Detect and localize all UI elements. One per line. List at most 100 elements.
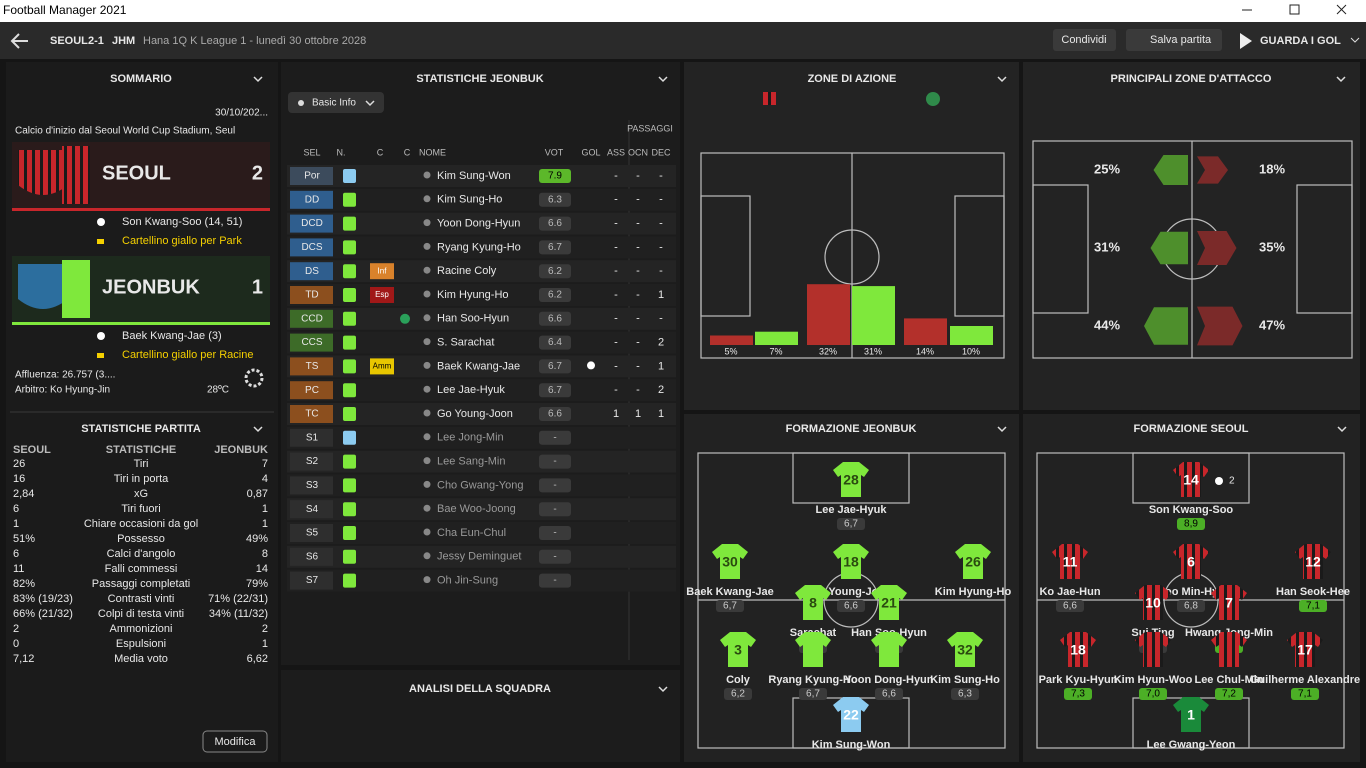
rating-badge [539, 502, 571, 517]
player-name: Go Young-Joon [437, 408, 513, 420]
rating-badge [539, 264, 571, 279]
zone-bar [852, 286, 895, 345]
stat-away: 34% (11/32) [209, 608, 268, 620]
attack-label: 25% [1094, 161, 1120, 176]
window-title: Football Manager 2021 [3, 3, 127, 17]
shirt-icon [343, 216, 356, 231]
shirt-number: 32 [957, 642, 973, 658]
column-header: C [404, 147, 411, 157]
player-shirt [1211, 632, 1247, 667]
stat-home: 16 [13, 473, 25, 485]
close-icon[interactable] [1336, 4, 1347, 15]
chevron[interactable] [1337, 426, 1347, 433]
row-bg [287, 426, 676, 449]
player-name: Ko Jae-Hun [1039, 586, 1100, 598]
column-header: GOL [581, 147, 600, 157]
back-button[interactable] [10, 33, 28, 49]
position-badge [290, 214, 333, 233]
position: S3 [306, 480, 319, 491]
edit-label[interactable]: Modifica [215, 736, 257, 748]
zone-label: 10% [962, 346, 980, 356]
shirt-icon [343, 526, 356, 540]
rating-badge [799, 688, 827, 700]
zone-label: 5% [724, 346, 737, 356]
attendance: Affluenza: 26.757 (3.... [15, 370, 115, 381]
player-rating: 7,0 [1146, 689, 1160, 700]
maximize-icon[interactable] [1289, 4, 1300, 15]
rating: - [553, 575, 556, 586]
player-name: Kim Sung-Won [812, 739, 891, 751]
rating-badge [539, 240, 571, 255]
player-rating: 7,1 [1306, 601, 1320, 612]
row-bg [287, 379, 676, 402]
chevron[interactable] [1350, 37, 1360, 43]
chevron[interactable] [1336, 76, 1346, 83]
pitch-line [700, 195, 751, 317]
away-team: JHM [112, 35, 135, 47]
player-name: Lee Chul-Min [1194, 674, 1263, 686]
rating-badge [1056, 600, 1084, 612]
person-icon [423, 552, 431, 560]
rating-badge [539, 335, 571, 350]
rating-badge [1177, 600, 1205, 612]
player-rating: 6,3 [958, 689, 972, 700]
stat-value: - [614, 337, 618, 349]
chevron[interactable] [253, 76, 263, 83]
rating-badge [539, 216, 571, 231]
share-button[interactable] [1053, 29, 1116, 51]
player-shirt [795, 585, 831, 620]
stat-label: Contrasti vinti [108, 593, 175, 605]
share-label[interactable]: Condividi [1061, 34, 1106, 46]
watch-label[interactable]: GUARDA I GOL [1260, 35, 1341, 47]
save-button[interactable] [1126, 29, 1222, 51]
stat-home: 11 [13, 563, 24, 575]
chevron[interactable] [997, 426, 1007, 433]
view-dropdown[interactable] [288, 92, 384, 113]
player-name: Park Kyu-Hyun [1039, 674, 1118, 686]
temperature: 28ºC [207, 385, 229, 396]
panel-title: ANALISI DELLA SQUADRA [409, 683, 551, 695]
player-name: Cho Gwang-Yong [437, 479, 523, 491]
crest [763, 92, 776, 105]
player-name: Kim Sung-Ho [930, 674, 1000, 686]
position: TS [306, 361, 319, 372]
panel-title: SOMMARIO [110, 73, 172, 85]
edit-button[interactable] [202, 730, 268, 753]
goal-icon [587, 361, 595, 370]
column-header: STATISTICHE [106, 444, 176, 456]
player-name: Kim Hyun-Woo [1114, 674, 1193, 686]
chevron[interactable] [253, 426, 263, 433]
team-score: 2 [252, 162, 263, 184]
attack-label: 31% [1094, 239, 1120, 254]
view-label[interactable]: Basic Info [312, 98, 356, 109]
player-rating: 6,8 [1184, 601, 1198, 612]
crest [18, 264, 68, 309]
shirt-number: 21 [881, 595, 897, 611]
chevron[interactable] [658, 686, 668, 693]
rating-badge [539, 311, 571, 326]
row-bg [287, 474, 676, 497]
stat-away: 71% (22/31) [208, 593, 268, 605]
stat-value: - [614, 218, 618, 230]
player-shirt [1135, 585, 1171, 620]
player-shirt [833, 697, 869, 732]
player-name: Lee Jae-Hyuk [816, 504, 888, 516]
chevron[interactable] [997, 76, 1007, 83]
save-label[interactable]: Salva partita [1150, 34, 1212, 46]
player-name: Lee Jong-Min [437, 432, 504, 444]
rating-badge [724, 688, 752, 700]
shirt-number: 8 [809, 595, 817, 611]
chevron[interactable] [658, 76, 668, 83]
player-shirt [720, 632, 756, 667]
rating-badge [539, 454, 571, 469]
position-badge [290, 309, 333, 328]
chevron[interactable] [365, 100, 375, 107]
position-badge [290, 405, 333, 423]
shirt-number: 12 [1305, 554, 1321, 570]
tag-badge [370, 287, 394, 303]
player-name: Han Seok-Hee [1276, 586, 1350, 598]
zone-label: 7% [769, 346, 782, 356]
player-shirt [1173, 697, 1209, 732]
rating-badge [1177, 518, 1205, 530]
